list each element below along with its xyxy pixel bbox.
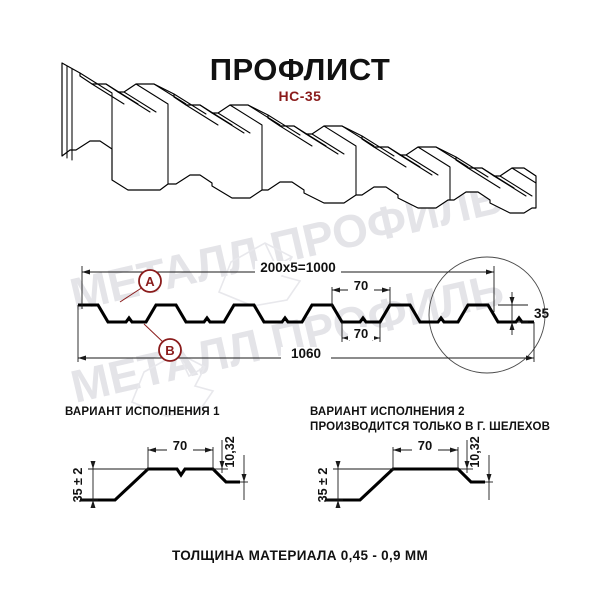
dimension-label-bottom-flange: 70: [354, 326, 368, 341]
variant2-label-flange: 70: [418, 438, 432, 453]
variant1-label-lip: 10,32: [223, 436, 237, 467]
variant2-profile-outline: [325, 467, 485, 502]
detail-circle: [428, 256, 546, 374]
variant2-dimension-lip: [458, 440, 493, 500]
variant1-heading: ВАРИАНТ ИСПОЛНЕНИЯ 1: [65, 405, 220, 420]
variant1-dimension-height: [80, 461, 148, 508]
variant1-profile-outline: [80, 467, 240, 502]
dimension-label-height: 35: [534, 306, 550, 321]
dimension-label-top-flange: 70: [354, 278, 368, 293]
profile-outline: [78, 303, 534, 324]
callout-a-label: A: [145, 274, 155, 289]
material-thickness-note: ТОЛЩИНА МАТЕРИАЛА 0,45 - 0,9 ММ: [171, 548, 428, 563]
variant1-label-height: 35 ± 2: [71, 468, 85, 503]
variant1-dimension-flange: [147, 447, 214, 471]
variant1-title-line: ВАРИАНТ ИСПОЛНЕНИЯ 1: [65, 406, 220, 418]
page-title: ПРОФЛИСТ: [209, 52, 391, 87]
variant2-label-lip: 10,32: [468, 436, 482, 467]
variant2-dimension-height: [325, 461, 393, 508]
product-code: НС-35: [278, 88, 322, 104]
variant1-label-flange: 70: [173, 438, 187, 453]
dimension-label-overall-width: 1060: [291, 346, 321, 361]
callout-b-label: B: [165, 343, 174, 358]
variant1-dimension-lip: [213, 440, 248, 500]
dimension-label-top-span: 200x5=1000: [260, 260, 335, 275]
callout-b: B: [143, 323, 182, 362]
callout-a: A: [119, 269, 162, 303]
variant2-subtitle-line: ПРОИЗВОДИТСЯ ТОЛЬКО В Г. ШЕЛЕХОВ: [310, 421, 551, 433]
variant2-title-line: ВАРИАНТ ИСПОЛНЕНИЯ 2: [310, 406, 465, 418]
dimension-height: [498, 292, 528, 335]
variant2-label-height: 35 ± 2: [316, 468, 330, 503]
variant2-heading: ВАРИАНТ ИСПОЛНЕНИЯ 2 ПРОИЗВОДИТСЯ ТОЛЬКО…: [310, 405, 550, 435]
